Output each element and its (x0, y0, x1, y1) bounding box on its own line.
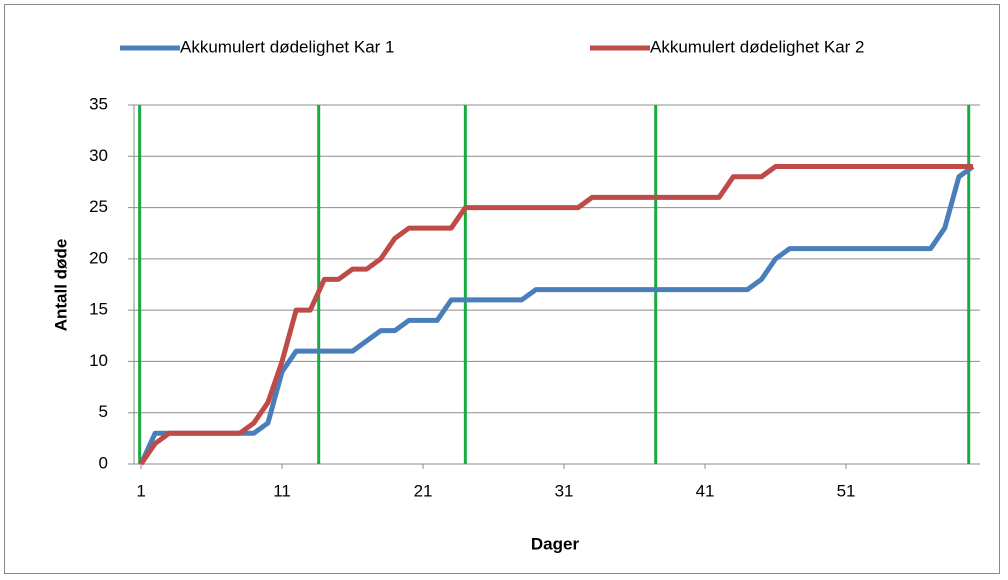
series-line (138, 164, 975, 466)
x-tick-label: 51 (837, 481, 856, 500)
x-tick-label: 41 (696, 481, 715, 500)
x-tick-label: 11 (273, 481, 291, 500)
y-tick-label: 30 (89, 146, 108, 165)
y-tick-label: 0 (99, 453, 108, 472)
y-tick-label: 20 (89, 248, 108, 267)
x-tick-label: 1 (136, 481, 145, 500)
x-axis-label: Dager (531, 534, 580, 553)
legend-label: Akkumulert dødelighet Kar 2 (650, 37, 865, 56)
y-tick-label: 25 (89, 197, 108, 216)
x-tick-label: 21 (414, 481, 433, 500)
y-tick-label: 10 (89, 351, 108, 370)
legend-label: Akkumulert dødelighet Kar 1 (180, 37, 395, 56)
y-axis-label: Antall døde (51, 239, 70, 332)
series-line (138, 164, 973, 466)
y-tick-label: 15 (89, 300, 108, 319)
chart-border (4, 4, 1000, 574)
y-tick-label: 35 (89, 94, 108, 113)
y-tick-label: 5 (99, 402, 108, 421)
x-tick-label: 31 (555, 481, 574, 500)
